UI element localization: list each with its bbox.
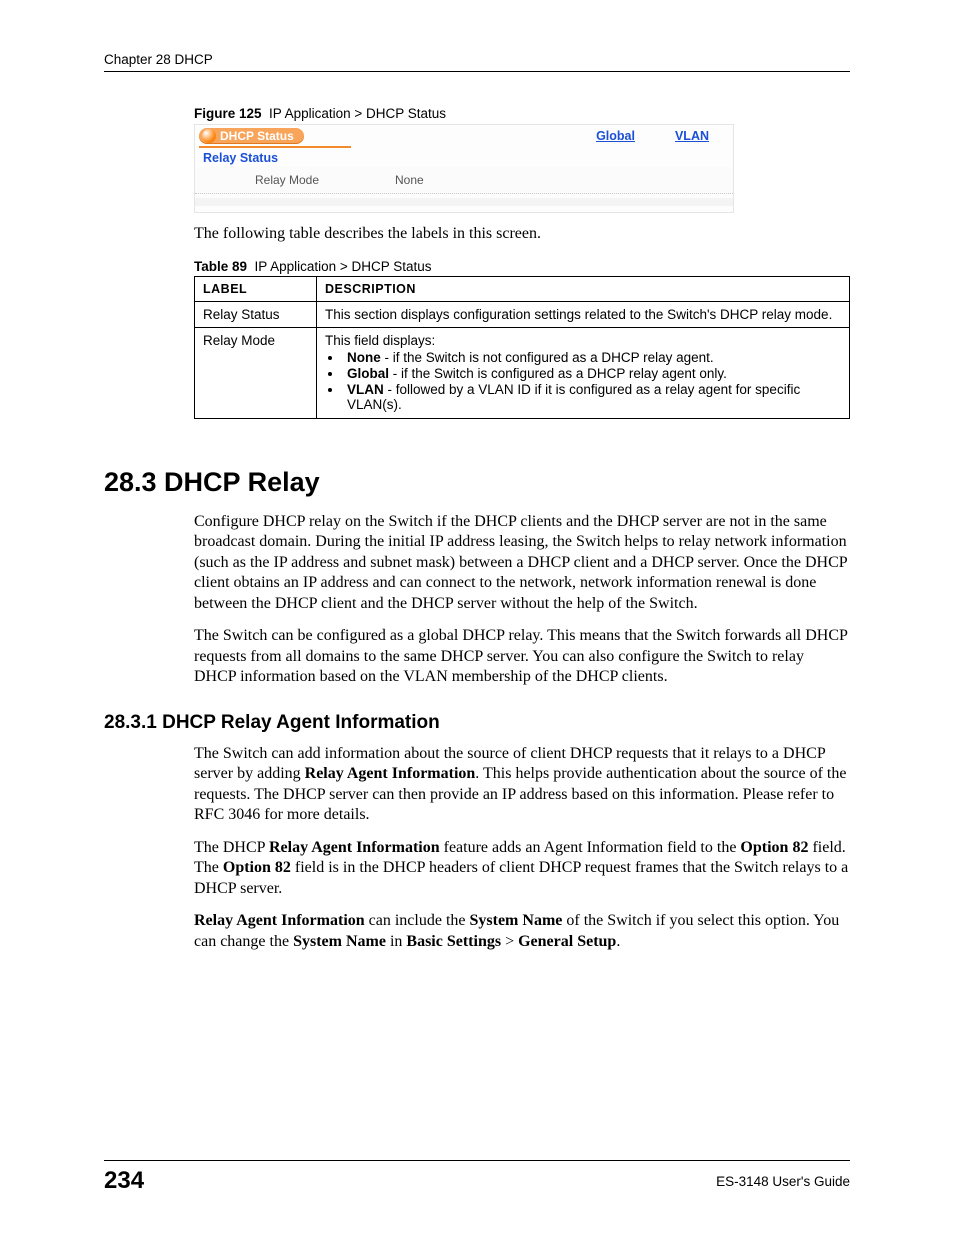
figure-title: IP Application > DHCP Status bbox=[269, 106, 446, 121]
bold-run: General Setup bbox=[518, 933, 616, 950]
table-row: Relay Status This section displays confi… bbox=[195, 302, 850, 328]
text-run: can include the bbox=[365, 912, 470, 929]
figure-label: Figure 125 bbox=[194, 106, 262, 121]
description-table: LABEL DESCRIPTION Relay Status This sect… bbox=[194, 276, 850, 419]
body-paragraph: The Switch can be configured as a global… bbox=[194, 626, 850, 687]
bold-run: Option 82 bbox=[740, 839, 808, 856]
tab-orb-icon bbox=[202, 129, 216, 143]
bullet-bold: None bbox=[347, 350, 381, 365]
text-run: feature adds an Agent Information field … bbox=[440, 839, 741, 856]
relay-status-heading: Relay Status bbox=[195, 147, 733, 167]
cell-label: Relay Mode bbox=[195, 328, 317, 419]
bold-run: Basic Settings bbox=[406, 933, 501, 950]
body-paragraph: Relay Agent Information can include the … bbox=[194, 911, 850, 952]
figure-caption: Figure 125 IP Application > DHCP Status bbox=[194, 106, 850, 121]
tab-bar: DHCP Status Global VLAN bbox=[195, 125, 733, 147]
link-global[interactable]: Global bbox=[596, 129, 635, 143]
table-title: IP Application > DHCP Status bbox=[255, 259, 432, 274]
bullet-text: - if the Switch is configured as a DHCP … bbox=[389, 366, 727, 381]
body-paragraph: Configure DHCP relay on the Switch if th… bbox=[194, 512, 850, 614]
list-item: None - if the Switch is not configured a… bbox=[343, 350, 841, 365]
tab-dhcp-status[interactable]: DHCP Status bbox=[199, 128, 304, 144]
bold-run: Relay Agent Information bbox=[305, 765, 476, 782]
text-run: field is in the DHCP headers of client D… bbox=[194, 859, 848, 896]
page-number: 234 bbox=[104, 1167, 144, 1195]
cell-intro: This field displays: bbox=[325, 333, 435, 348]
bold-run: Relay Agent Information bbox=[269, 839, 440, 856]
bold-run: System Name bbox=[470, 912, 563, 929]
body-paragraph: The Switch can add information about the… bbox=[194, 744, 850, 826]
table-header-row: LABEL DESCRIPTION bbox=[195, 277, 850, 302]
list-item: Global - if the Switch is configured as … bbox=[343, 366, 841, 381]
bullet-list: None - if the Switch is not configured a… bbox=[325, 350, 841, 412]
tab-title: DHCP Status bbox=[220, 129, 294, 143]
bullet-text: - followed by a VLAN ID if it is configu… bbox=[347, 382, 800, 412]
tab-links: Global VLAN bbox=[596, 129, 733, 143]
cell-label: Relay Status bbox=[195, 302, 317, 328]
table-label: Table 89 bbox=[194, 259, 247, 274]
guide-name: ES-3148 User's Guide bbox=[716, 1174, 850, 1189]
bold-run: Relay Agent Information bbox=[194, 912, 365, 929]
relay-mode-label: Relay Mode bbox=[255, 173, 395, 187]
table-row: Relay Mode This field displays: None - i… bbox=[195, 328, 850, 419]
bold-run: System Name bbox=[293, 933, 386, 950]
window-footer-bar bbox=[195, 198, 733, 206]
bold-run: Option 82 bbox=[223, 859, 291, 876]
bullet-text: - if the Switch is not configured as a D… bbox=[381, 350, 714, 365]
text-run: . bbox=[616, 933, 620, 950]
dhcp-status-window: DHCP Status Global VLAN Relay Status Rel… bbox=[194, 124, 734, 213]
relay-mode-value: None bbox=[395, 173, 424, 187]
page-footer: 234 ES-3148 User's Guide bbox=[104, 1160, 850, 1195]
relay-mode-row: Relay Mode None bbox=[195, 167, 733, 194]
th-label: LABEL bbox=[195, 277, 317, 302]
section-heading: 28.3 DHCP Relay bbox=[104, 467, 850, 498]
text-run: in bbox=[386, 933, 406, 950]
body-paragraph: The DHCP Relay Agent Information feature… bbox=[194, 838, 850, 899]
bullet-bold: Global bbox=[347, 366, 389, 381]
th-description: DESCRIPTION bbox=[317, 277, 850, 302]
bullet-bold: VLAN bbox=[347, 382, 384, 397]
cell-desc: This section displays configuration sett… bbox=[317, 302, 850, 328]
table-caption: Table 89 IP Application > DHCP Status bbox=[194, 259, 850, 274]
cell-desc: This field displays: None - if the Switc… bbox=[317, 328, 850, 419]
tab-underline bbox=[199, 146, 351, 148]
screen-description: The following table describes the labels… bbox=[194, 225, 850, 243]
text-run: > bbox=[501, 933, 518, 950]
text-run: The DHCP bbox=[194, 839, 269, 856]
link-vlan[interactable]: VLAN bbox=[675, 129, 709, 143]
list-item: VLAN - followed by a VLAN ID if it is co… bbox=[343, 382, 841, 412]
page-header: Chapter 28 DHCP bbox=[104, 52, 850, 72]
subsection-heading: 28.3.1 DHCP Relay Agent Information bbox=[104, 712, 850, 734]
